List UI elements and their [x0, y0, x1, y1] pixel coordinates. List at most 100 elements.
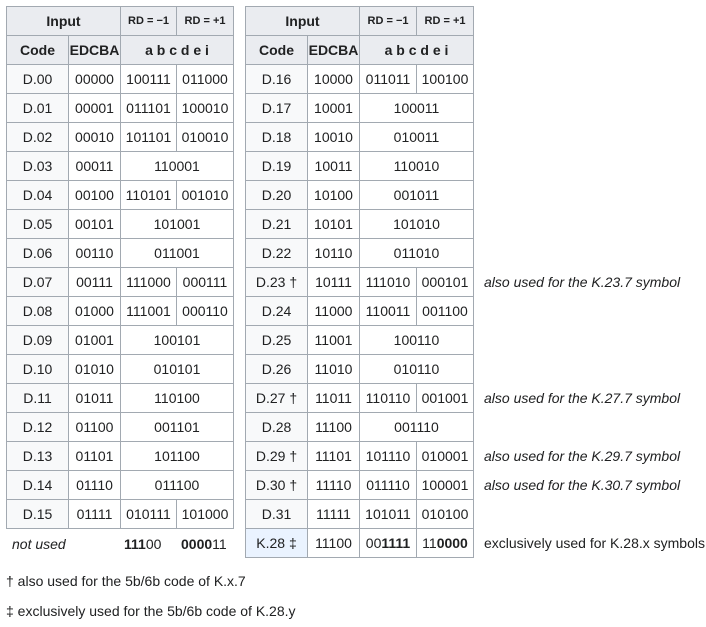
table-row: D.15 01111 010111 101000 [6, 499, 234, 529]
code-cell: D.12 [6, 412, 69, 442]
code-cell: D.22 [245, 238, 308, 268]
rd-plus-cell: 000111 [176, 267, 234, 297]
code-cell: D.18 [245, 122, 308, 152]
abcdei-header: a b c d e i [359, 35, 474, 65]
right-encoding-table: Input RD = −1 RD = +1 Code EDCBA a b c d… [245, 6, 474, 558]
edcba-cell: 01001 [68, 325, 121, 355]
rd-minus-cell: 111001 [120, 296, 177, 326]
abcdei-cell: 110010 [359, 151, 474, 181]
abcdei-cell: 110100 [120, 383, 234, 413]
edcba-cell: 00010 [68, 122, 121, 152]
rd-minus-cell: 101011 [359, 499, 417, 529]
edcba-cell: 00101 [68, 209, 121, 239]
not-used-label: not used [12, 536, 66, 552]
table-row: D.08 01000 111001 000110 [6, 296, 234, 326]
edcba-cell: 01011 [68, 383, 121, 413]
rd-plus-cell: 100010 [176, 93, 234, 123]
table-row: D.19 10011 110010 [245, 151, 474, 181]
table-row: D.29 † 11101 101110 010001 [245, 441, 474, 471]
abcdei-cell: 101100 [120, 441, 234, 471]
code-cell: D.20 [245, 180, 308, 210]
table-row: D.02 00010 101101 010010 [6, 122, 234, 152]
rd-plus-cell: 001100 [416, 296, 474, 326]
code-cell: D.29 † [245, 441, 308, 471]
abcdei-cell: 101001 [120, 209, 234, 239]
abcdei-cell: 101010 [359, 209, 474, 239]
edcba-cell: 01100 [68, 412, 121, 442]
table-row: D.20 10100 001011 [245, 180, 474, 210]
abcdei-cell: 011001 [120, 238, 234, 268]
table-row: D.14 01110 011100 [6, 470, 234, 500]
rd-plus-cell: 000101 [416, 267, 474, 297]
rd-minus-cell: 011101 [120, 93, 177, 123]
table-row: D.30 † 11110 011110 100001 [245, 470, 474, 500]
abcdei-cell: 100011 [359, 93, 474, 123]
code-cell: D.01 [6, 93, 69, 123]
rd-minus-cell: 101110 [359, 441, 417, 471]
code-cell: D.04 [6, 180, 69, 210]
table-row: D.01 00001 011101 100010 [6, 93, 234, 123]
abcdei-header: a b c d e i [120, 35, 234, 65]
edcba-cell: 00011 [68, 151, 121, 181]
code-cell: D.24 [245, 296, 308, 326]
table-row: D.06 00110 011001 [6, 238, 234, 268]
edcba-cell: 11010 [307, 354, 360, 384]
rd-plus-cell: 101000 [176, 499, 234, 529]
edcba-cell: 11011 [307, 383, 360, 413]
rd-minus-cell: 110101 [120, 180, 177, 210]
rd-plus-cell: 110000 [416, 528, 474, 558]
edcba-cell: 10111 [307, 267, 360, 297]
edcba-cell: 01110 [68, 470, 121, 500]
code-cell: D.28 [245, 412, 308, 442]
code-cell: D.30 † [245, 470, 308, 500]
code-cell: D.08 [6, 296, 69, 326]
code-cell: D.06 [6, 238, 69, 268]
rd-plus-cell: 010100 [416, 499, 474, 529]
table-row: D.04 00100 110101 001010 [6, 180, 234, 210]
row-note: also used for the K.23.7 symbol [484, 274, 681, 290]
edcba-header: EDCBA [68, 35, 121, 65]
abcdei-cell: 010110 [359, 354, 474, 384]
edcba-cell: 11001 [307, 325, 360, 355]
code-cell: K.28 ‡ [245, 528, 308, 558]
code-cell: D.27 † [245, 383, 308, 413]
abcdei-cell: 110001 [120, 151, 234, 181]
table-row: D.17 10001 100011 [245, 93, 474, 123]
code-cell: D.07 [6, 267, 69, 297]
input-header: Input [245, 6, 360, 36]
not-used-rd-minus: 11100 [124, 536, 162, 552]
edcba-cell: 01111 [68, 499, 121, 529]
rd-minus-header: RD = −1 [359, 6, 417, 36]
edcba-cell: 11000 [307, 296, 360, 326]
code-header: Code [245, 35, 308, 65]
left-encoding-table: Input RD = −1 RD = +1 Code EDCBA a b c d… [6, 6, 234, 529]
table-row: D.31 11111 101011 010100 [245, 499, 474, 529]
code-cell: D.16 [245, 64, 308, 94]
rd-minus-cell: 110110 [359, 383, 417, 413]
rd-minus-cell: 111000 [120, 267, 177, 297]
edcba-cell: 10000 [307, 64, 360, 94]
code-cell: D.25 [245, 325, 308, 355]
abcdei-cell: 011010 [359, 238, 474, 268]
rd-plus-cell: 100100 [416, 64, 474, 94]
edcba-cell: 00111 [68, 267, 121, 297]
abcdei-cell: 100101 [120, 325, 234, 355]
table-row: D.25 11001 100110 [245, 325, 474, 355]
edcba-cell: 10001 [307, 93, 360, 123]
table-row: D.13 01101 101100 [6, 441, 234, 471]
edcba-cell: 10110 [307, 238, 360, 268]
input-header: Input [6, 6, 121, 36]
table-row: D.27 † 11011 110110 001001 [245, 383, 474, 413]
code-cell: D.31 [245, 499, 308, 529]
table-row: D.00 00000 100111 011000 [6, 64, 234, 94]
table-row: D.12 01100 001101 [6, 412, 234, 442]
rd-plus-header: RD = +1 [176, 6, 234, 36]
code-cell: D.14 [6, 470, 69, 500]
rd-plus-cell: 001010 [176, 180, 234, 210]
table-row: D.10 01010 010101 [6, 354, 234, 384]
rd-plus-cell: 011000 [176, 64, 234, 94]
edcba-cell: 11100 [307, 528, 360, 558]
code-cell: D.10 [6, 354, 69, 384]
rd-minus-cell: 100111 [120, 64, 177, 94]
code-cell: D.15 [6, 499, 69, 529]
